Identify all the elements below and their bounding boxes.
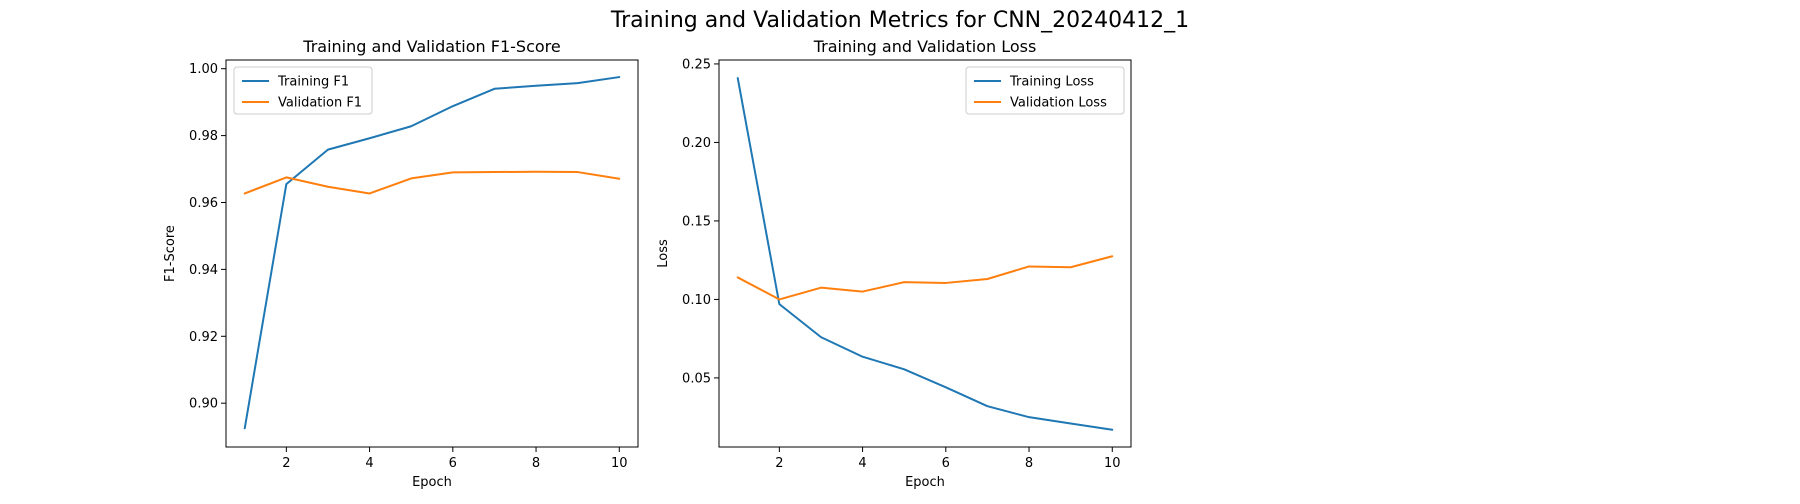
loss-x-tick-label: 8 <box>1025 456 1033 471</box>
loss-series-line-training <box>736 77 1114 431</box>
f1-x-tick-label: 4 <box>365 456 373 471</box>
loss-x-tick-label: 10 <box>1104 456 1121 471</box>
loss-y-tick-label: 0.10 <box>682 293 711 308</box>
loss-y-tick-label: 0.15 <box>682 214 711 229</box>
f1-y-tick-label: 1.00 <box>189 62 218 77</box>
loss-panel: Training and Validation Loss 2 4 6 8 10 0.05 0.… <box>656 37 1132 490</box>
f1-y-tick-label: 0.92 <box>189 330 218 345</box>
f1-score-panel: Training and Validation F1-Score 2 4 6 8 10 0.… <box>163 37 639 490</box>
f1-x-tick-label: 10 <box>611 456 628 471</box>
f1-x-tick-label: 8 <box>532 456 540 471</box>
loss-y-tick-label: 0.05 <box>682 371 711 386</box>
loss-legend-box <box>965 66 1125 115</box>
loss-legend-label: Training Loss <box>1009 75 1094 90</box>
loss-axes-frame <box>718 59 1132 448</box>
loss-x-tick-label: 2 <box>775 456 783 471</box>
loss-y-tick-label: 0.20 <box>682 136 711 151</box>
f1-y-tick-label: 0.94 <box>189 263 218 278</box>
loss-x-axis-label: Epoch <box>905 475 945 490</box>
loss-y-tick-label: 0.25 <box>682 57 711 72</box>
f1-y-axis-label: F1-Score <box>163 225 178 282</box>
f1-x-axis-label: Epoch <box>412 475 452 490</box>
f1-legend-label: Validation F1 <box>278 96 362 111</box>
f1-series-line-validation <box>243 170 621 195</box>
loss-y-axis-label: Loss <box>656 239 671 268</box>
f1-legend: Training F1 Validation F1 <box>233 66 373 115</box>
f1-x-tick-label: 2 <box>282 456 290 471</box>
f1-y-tick-label: 0.90 <box>189 397 218 412</box>
f1-chart-title: Training and Validation F1-Score <box>302 37 560 56</box>
f1-axes-frame <box>225 59 639 448</box>
loss-chart-title: Training and Validation Loss <box>813 37 1037 56</box>
f1-legend-label: Training F1 <box>277 75 349 90</box>
loss-series-line-validation <box>736 255 1114 301</box>
loss-x-tick-label: 4 <box>858 456 866 471</box>
figure-title: Training and Validation Metrics for CNN_… <box>610 8 1189 33</box>
f1-y-tick-label: 0.96 <box>189 196 218 211</box>
loss-legend-label: Validation Loss <box>1010 96 1107 111</box>
f1-series-line-training <box>243 76 621 430</box>
loss-x-tick-label: 6 <box>942 456 950 471</box>
f1-x-tick-label: 6 <box>449 456 457 471</box>
loss-legend: Training Loss Validation Loss <box>965 66 1125 115</box>
f1-y-tick-label: 0.98 <box>189 129 218 144</box>
